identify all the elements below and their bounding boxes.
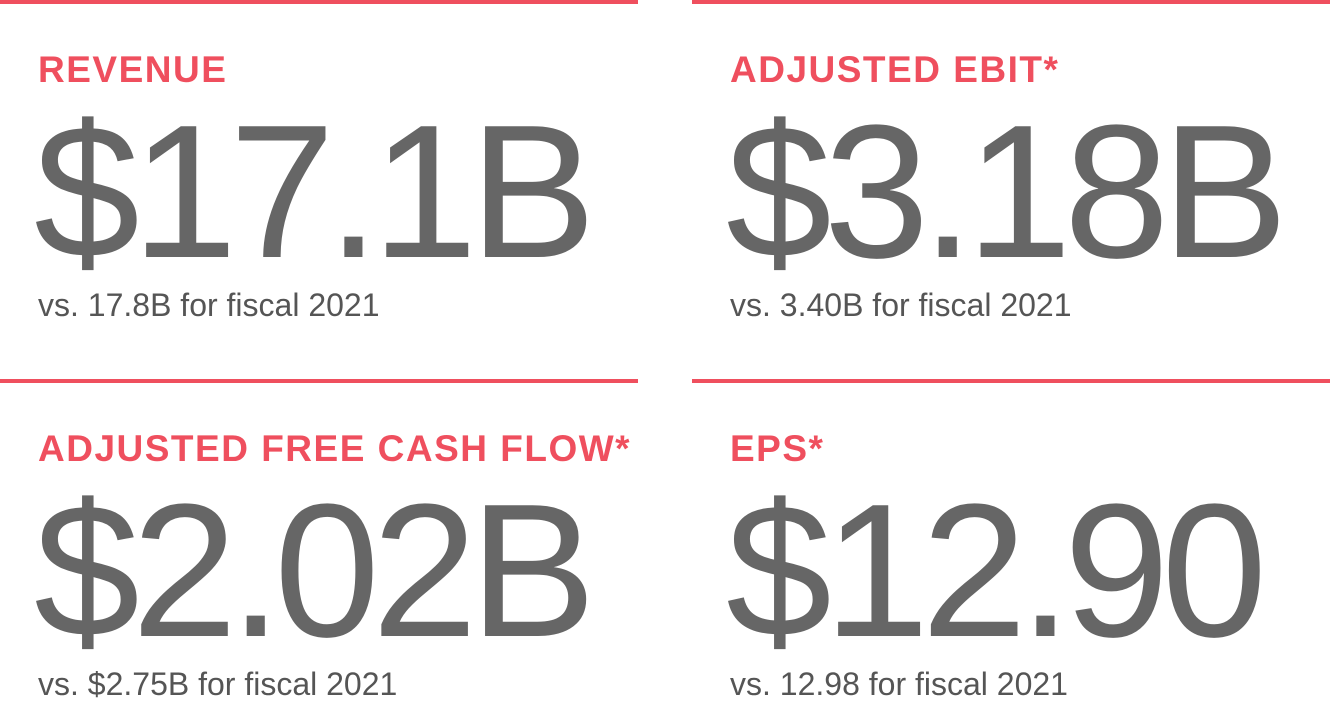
kpi-comparison: vs. $2.75B for fiscal 2021 [38, 666, 398, 702]
kpi-comparison: vs. 17.8B for fiscal 2021 [38, 287, 380, 323]
kpi-card: REVENUE $17.1B vs. 17.8B for fiscal 2021 [0, 0, 638, 340]
kpi-comparison: vs. 3.40B for fiscal 2021 [730, 287, 1072, 323]
kpi-label: ADJUSTED EBIT* [730, 49, 1060, 90]
divider-line [0, 0, 638, 4]
divider-line [692, 379, 1330, 383]
kpi-label: REVENUE [38, 49, 228, 90]
kpi-card: ADJUSTED FREE CASH FLOW* $2.02B vs. $2.75B… [0, 379, 638, 719]
kpi-card: EPS* $12.90 vs. 12.98 for fiscal 2021 [692, 379, 1330, 719]
divider-line [692, 0, 1330, 4]
kpi-value: $2.02B [34, 465, 596, 677]
kpi-card: ADJUSTED EBIT* $3.18B vs. 3.40B for fiscal… [692, 0, 1330, 340]
kpi-comparison: vs. 12.98 for fiscal 2021 [730, 666, 1068, 702]
kpi-value: $12.90 [726, 465, 1267, 677]
kpi-label: EPS* [730, 428, 825, 469]
divider-line [0, 379, 638, 383]
kpi-value: $17.1B [34, 86, 596, 298]
kpi-label: ADJUSTED FREE CASH FLOW* [38, 428, 632, 469]
kpi-value: $3.18B [726, 86, 1288, 298]
